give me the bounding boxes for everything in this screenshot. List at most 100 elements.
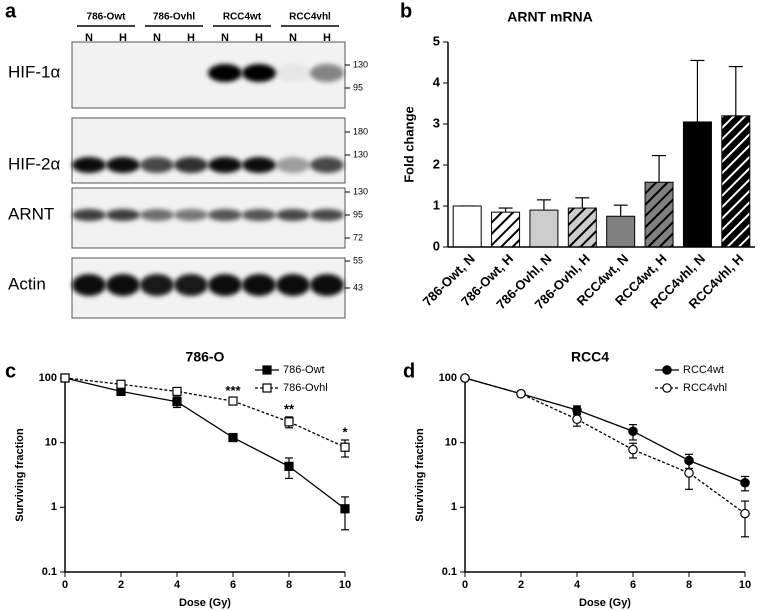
group-label: 786-Ovhl — [153, 12, 195, 23]
blot-band — [242, 209, 276, 221]
x-axis-label: Dose (Gy) — [179, 597, 231, 609]
x-tick-label: 4 — [174, 579, 181, 591]
bar — [644, 181, 674, 248]
data-point — [172, 386, 182, 397]
blot-band — [242, 157, 276, 173]
x-tick-label: 6 — [630, 579, 636, 591]
y-tick-label: 2 — [433, 156, 440, 171]
blot-band — [174, 157, 208, 173]
bar — [452, 205, 482, 248]
blot-band — [174, 274, 208, 296]
series-line — [64, 377, 346, 510]
blot-band — [310, 157, 344, 173]
blot-band — [276, 274, 310, 296]
legend-label: RCC4vhl — [683, 382, 727, 394]
legend-marker — [662, 383, 672, 393]
lane-label: H — [119, 32, 127, 44]
bar — [682, 121, 712, 248]
lane-label: H — [323, 32, 331, 44]
y-tick-label: 1 — [451, 501, 457, 513]
group-label: 786-Owt — [87, 12, 127, 23]
y-tick-label: 1 — [433, 197, 440, 212]
lane-label: H — [187, 32, 195, 44]
mw-label: 180 — [353, 126, 368, 136]
annotation: *** — [225, 383, 241, 398]
blot-band — [140, 157, 174, 173]
row-label: ARNT — [8, 204, 54, 223]
data-point — [284, 461, 294, 471]
y-tick-label: 1 — [51, 501, 57, 513]
bar — [491, 211, 521, 248]
y-tick-label: 5 — [433, 33, 440, 48]
blot-band — [242, 274, 276, 296]
panel-label: b — [400, 0, 412, 22]
mw-label: 130 — [353, 186, 368, 196]
y-tick-label: 100 — [439, 372, 457, 384]
x-tick-label: 0 — [462, 579, 468, 591]
y-tick-label: 0.1 — [442, 566, 457, 578]
blot-band — [140, 274, 174, 296]
legend-label: 786-Ovhl — [283, 382, 328, 394]
data-point — [228, 432, 238, 443]
lane-label: N — [289, 32, 297, 44]
data-point — [628, 426, 638, 437]
y-tick-label: 3 — [433, 115, 440, 130]
data-point — [228, 396, 238, 406]
mw-label: 95 — [353, 82, 363, 92]
chart-title: RCC4 — [571, 349, 609, 365]
data-point — [460, 373, 470, 383]
data-point — [572, 405, 582, 415]
bar — [567, 207, 597, 248]
x-tick-label: 10 — [339, 579, 351, 591]
group-label: RCC4wt — [223, 12, 262, 23]
y-axis-label: Surviving fraction — [14, 428, 26, 522]
blot-band — [106, 157, 140, 173]
legend-marker — [662, 365, 672, 375]
lane-label: H — [255, 32, 263, 44]
blot-band — [72, 209, 106, 221]
blot-band — [106, 209, 140, 221]
data-point — [684, 468, 694, 478]
blot-band — [208, 209, 242, 221]
bar — [721, 115, 751, 248]
lane-label: N — [153, 32, 161, 44]
row-label: HIF-2α — [8, 154, 61, 173]
legend-marker — [262, 365, 272, 375]
blot-band — [208, 64, 242, 82]
data-point — [740, 508, 750, 519]
x-tick-label: 8 — [286, 579, 292, 591]
x-tick-label: 0 — [62, 579, 68, 591]
data-point — [340, 442, 350, 452]
legend-label: 786-Owt — [283, 364, 325, 376]
lane-label: N — [85, 32, 93, 44]
x-tick-label: 4 — [574, 579, 581, 591]
panel-label: d — [403, 360, 415, 382]
panel-label: c — [5, 360, 16, 382]
series-line — [64, 377, 346, 448]
data-point — [628, 444, 638, 455]
mw-label: 55 — [353, 255, 363, 265]
y-tick-label: 100 — [39, 372, 57, 384]
data-point — [740, 477, 750, 488]
data-point — [284, 417, 294, 427]
blot-band — [208, 157, 242, 173]
y-tick-label: 0.1 — [42, 566, 57, 578]
blot-band — [276, 157, 310, 173]
blot-band — [310, 274, 344, 296]
blot-band — [310, 209, 344, 221]
blot-band — [208, 274, 242, 296]
x-tick-label: 2 — [518, 579, 524, 591]
data-point — [60, 373, 70, 383]
blot-band — [310, 64, 344, 82]
data-point — [340, 504, 350, 514]
blot-band — [276, 64, 310, 82]
y-axis-label: Fold change — [401, 106, 416, 183]
row-label: Actin — [8, 274, 46, 293]
blot-band — [174, 209, 208, 221]
x-axis-label: Dose (Gy) — [579, 597, 631, 609]
bar — [529, 209, 559, 248]
panel-label: a — [5, 0, 17, 22]
data-point — [516, 388, 526, 399]
